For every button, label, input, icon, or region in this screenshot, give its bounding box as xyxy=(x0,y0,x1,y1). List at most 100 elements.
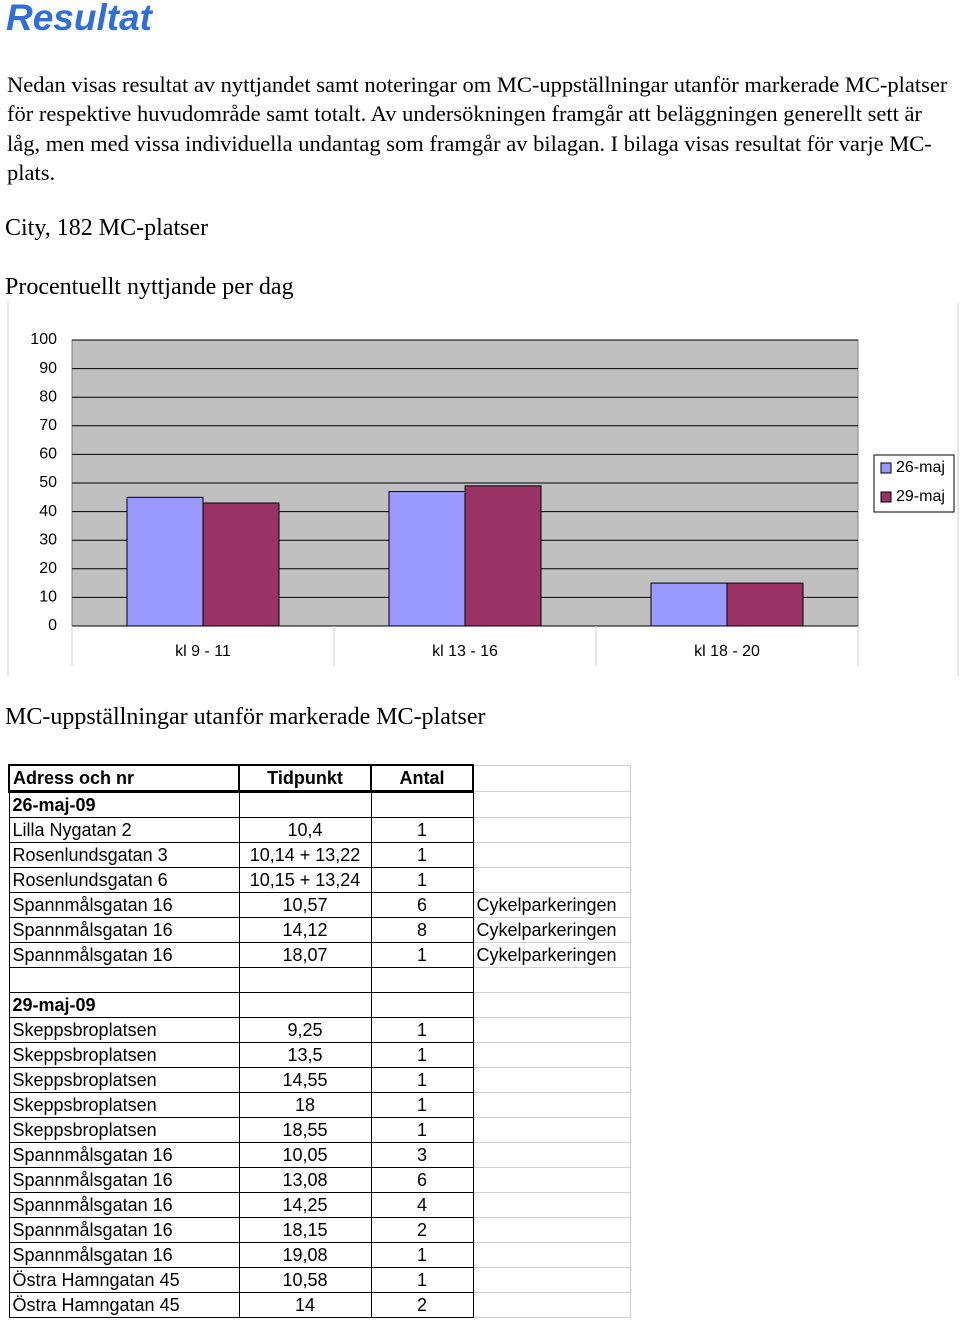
empty-cell xyxy=(238,967,372,993)
table-cell: Spannmålsgatan 16 xyxy=(8,1167,240,1193)
y-tick-label: 30 xyxy=(39,531,57,548)
table-row: Skeppsbroplatsen 9,25 1 xyxy=(8,1017,631,1043)
empty-cell xyxy=(238,992,372,1018)
table-cell: 8 xyxy=(370,917,474,943)
y-tick-label: 0 xyxy=(48,617,57,634)
table-cell: 1 xyxy=(370,1092,474,1118)
chart-title: Procentuellt nyttjande per dag xyxy=(5,274,294,300)
table-row: Skeppsbroplatsen 14,55 1 xyxy=(8,1067,631,1093)
table-row: Spannmålsgatan 16 14,25 4 xyxy=(8,1192,631,1218)
table-row: 29-maj-09 xyxy=(8,992,631,1018)
table-row: Spannmålsgatan 16 10,05 3 xyxy=(8,1142,631,1168)
table-row: Spannmålsgatan 16 13,08 6 xyxy=(8,1167,631,1193)
legend-label: 26-maj xyxy=(896,459,945,476)
table-cell: 10,58 xyxy=(238,1267,372,1293)
empty-cell xyxy=(472,791,631,818)
empty-cell xyxy=(472,1142,631,1168)
table: Adress och nr Tidpunkt Antal 26-maj-09 Lilla… xyxy=(8,764,631,1318)
table-cell: Adress och nr xyxy=(8,764,240,793)
y-tick-label: 40 xyxy=(39,503,57,520)
table-row: Östra Hamngatan 45 14 2 xyxy=(8,1292,631,1318)
table-cell: Lilla Nygatan 2 xyxy=(8,817,240,843)
chart: 0 10 20 30 40 50 60 70 80 90 100 kl 9 - 11 kl 13 - 1… xyxy=(7,303,959,676)
table-cell: 1 xyxy=(370,1017,474,1043)
heading: Resultat xyxy=(6,0,152,38)
empty-cell xyxy=(238,791,372,818)
table-cell: 18 xyxy=(238,1092,372,1118)
x-tick-label: kl 13 - 16 xyxy=(432,643,498,660)
empty-cell xyxy=(472,1067,631,1093)
empty-cell xyxy=(472,1092,631,1118)
legend-label: 29-maj xyxy=(896,488,945,505)
table-cell: 10,15 + 13,24 xyxy=(238,867,372,893)
empty-cell xyxy=(472,817,631,843)
bar xyxy=(388,491,466,627)
table-row: Adress och nr Tidpunkt Antal xyxy=(8,764,631,793)
y-tick-label: 90 xyxy=(39,360,57,377)
table-cell: Spannmålsgatan 16 xyxy=(8,1192,240,1218)
table-cell: 6 xyxy=(370,1167,474,1193)
table-row: Östra Hamngatan 45 10,58 1 xyxy=(8,1267,631,1293)
table-row: Skeppsbroplatsen 18,55 1 xyxy=(8,1117,631,1143)
table-cell: Antal xyxy=(370,764,474,793)
empty-cell xyxy=(472,1267,631,1293)
bar xyxy=(650,582,728,627)
legend-swatch xyxy=(880,462,892,474)
empty-cell xyxy=(472,1292,631,1318)
bar xyxy=(126,496,204,627)
table-cell: 1 xyxy=(370,817,474,843)
empty-cell xyxy=(472,992,631,1018)
y-tick-label: 60 xyxy=(39,446,57,463)
table-cell: 13,5 xyxy=(238,1042,372,1068)
table-cell: Spannmålsgatan 16 xyxy=(8,892,240,918)
table-cell: 1 xyxy=(370,867,474,893)
bar xyxy=(202,502,280,627)
table-row: Spannmålsgatan 16 19,08 1 xyxy=(8,1242,631,1268)
table-row: 26-maj-09 xyxy=(8,791,631,818)
table-cell: 1 xyxy=(370,842,474,868)
empty-cell xyxy=(370,967,474,993)
table-cell: 14,25 xyxy=(238,1192,372,1218)
table-cell: 10,05 xyxy=(238,1142,372,1168)
table-cell: 13,08 xyxy=(238,1167,372,1193)
table-cell: 10,14 + 13,22 xyxy=(238,842,372,868)
y-tick-label: 20 xyxy=(39,560,57,577)
table-cell: 1 xyxy=(370,1267,474,1293)
empty-cell xyxy=(472,1192,631,1218)
table-cell: 14 xyxy=(238,1292,372,1318)
table-cell: 10,4 xyxy=(238,817,372,843)
table-row: Skeppsbroplatsen 18 1 xyxy=(8,1092,631,1118)
table-cell: Spannmålsgatan 16 xyxy=(8,1142,240,1168)
table-row: Rosenlundsgatan 6 10,15 + 13,24 1 xyxy=(8,867,631,893)
table-cell: 1 xyxy=(370,1067,474,1093)
y-tick-label: 80 xyxy=(39,388,57,405)
table-cell: 1 xyxy=(370,1042,474,1068)
table-cell: Skeppsbroplatsen xyxy=(8,1042,240,1068)
table-row: Spannmålsgatan 16 18,15 2 xyxy=(8,1217,631,1243)
table-cell: Spannmålsgatan 16 xyxy=(8,1242,240,1268)
bar xyxy=(464,485,542,627)
table-cell: Östra Hamngatan 45 xyxy=(8,1292,240,1318)
table-row: Rosenlundsgatan 3 10,14 + 13,22 1 xyxy=(8,842,631,868)
table-cell: 2 xyxy=(370,1217,474,1243)
table-row: Spannmålsgatan 16 10,57 6 Cykelparkeringen xyxy=(8,892,631,918)
table-cell: Spannmålsgatan 16 xyxy=(8,1217,240,1243)
table-row: Spannmålsgatan 16 14,12 8 Cykelparkeringen xyxy=(8,917,631,943)
table-cell: Skeppsbroplatsen xyxy=(8,1092,240,1118)
empty-cell xyxy=(472,1167,631,1193)
empty-cell xyxy=(8,967,240,993)
empty-cell xyxy=(370,791,474,818)
empty-cell xyxy=(472,842,631,868)
table-cell: Skeppsbroplatsen xyxy=(8,1017,240,1043)
table-cell: 6 xyxy=(370,892,474,918)
empty-cell xyxy=(370,992,474,1018)
empty-cell xyxy=(472,1242,631,1268)
table-cell: Spannmålsgatan 16 xyxy=(8,942,240,968)
table-cell: 18,07 xyxy=(238,942,372,968)
table-cell: Cykelparkeringen xyxy=(472,942,631,968)
empty-cell xyxy=(472,764,631,792)
section-title: City, 182 MC-platser xyxy=(5,215,209,241)
table-row: Skeppsbroplatsen 13,5 1 xyxy=(8,1042,631,1068)
